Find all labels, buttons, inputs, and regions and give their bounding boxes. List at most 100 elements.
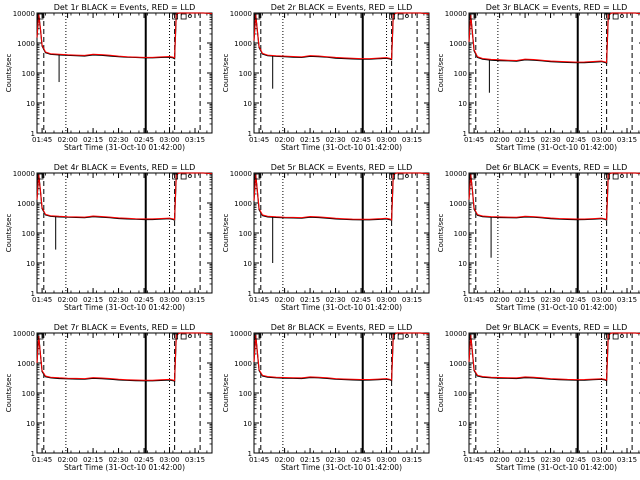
saturation-dot [405, 334, 409, 338]
x-axis-label: Start Time (31-Oct-10 01:42:00) [281, 463, 402, 472]
y-axis-label: Counts/sec [5, 374, 13, 413]
x-tick-label: 01:45 [464, 456, 484, 464]
y-tick-label: 10 [458, 100, 467, 108]
saturation-box [37, 173, 44, 180]
x-tick-label: 03:00 [376, 456, 396, 464]
lld-series-line [253, 12, 430, 60]
lld-series-line [468, 12, 640, 64]
x-tick-label: 02:30 [540, 136, 560, 144]
x-tick-label: 02:15 [83, 296, 103, 304]
x-tick-label: 03:00 [159, 296, 179, 304]
y-tick-label: 10000 [13, 10, 35, 18]
saturation-box [612, 13, 619, 20]
x-tick-label: 02:45 [134, 136, 154, 144]
saturation-box [469, 333, 476, 340]
saturation-dot [188, 14, 192, 18]
x-tick-label: 02:00 [489, 296, 509, 304]
x-tick-label: 02:30 [540, 456, 560, 464]
lld-series-line [36, 332, 213, 382]
events-series-line [253, 172, 430, 222]
y-tick-label: 1000 [234, 40, 252, 48]
y-tick-label: 1000 [17, 40, 35, 48]
y-tick-label: 1000 [449, 200, 467, 208]
x-tick-label: 03:15 [617, 456, 637, 464]
y-tick-label: 1 [31, 130, 35, 138]
x-tick-label: 03:15 [185, 136, 205, 144]
y-tick-label: 100 [239, 390, 252, 398]
x-tick-label: 01:45 [32, 296, 52, 304]
x-tick-label: 03:15 [185, 456, 205, 464]
x-tick-label: 02:45 [134, 296, 154, 304]
y-tick-label: 100 [22, 230, 35, 238]
plot-frame [468, 172, 640, 294]
y-tick-label: 100 [239, 70, 252, 78]
x-axis-label: Start Time (31-Oct-10 01:42:00) [281, 143, 402, 152]
x-tick-label: 02:00 [274, 456, 294, 464]
saturation-dot [620, 174, 624, 178]
panel-title: Det 5r BLACK = Events, RED = LLD [271, 163, 413, 172]
y-tick-label: 1 [463, 450, 467, 458]
x-tick-label: 02:45 [566, 296, 586, 304]
y-tick-label: 100 [239, 230, 252, 238]
y-tick-label: 10 [458, 420, 467, 428]
y-tick-label: 100 [22, 390, 35, 398]
panel-2: Det 2r BLACK = Events, RED = LLD 1 10 100 10… [222, 3, 430, 152]
saturation-box [389, 13, 396, 20]
x-tick-label: 01:45 [32, 456, 52, 464]
x-tick-label: 02:15 [300, 136, 320, 144]
saturation-box [604, 13, 611, 20]
y-tick-label: 10000 [445, 170, 467, 178]
y-tick-label: 10000 [445, 330, 467, 338]
x-tick-label: 02:00 [57, 456, 77, 464]
x-tick-label: 02:30 [325, 456, 345, 464]
plot-frame [253, 332, 430, 454]
saturation-box [37, 333, 44, 340]
x-tick-label: 02:00 [57, 136, 77, 144]
x-tick-label: 02:00 [274, 136, 294, 144]
lld-series-line [36, 12, 213, 59]
y-axis-label: Counts/sec [5, 54, 13, 93]
x-axis-label: Start Time (31-Oct-10 01:42:00) [281, 303, 402, 312]
saturation-box [172, 173, 179, 180]
y-tick-label: 1000 [17, 360, 35, 368]
x-tick-label: 03:00 [159, 456, 179, 464]
lld-series-line [468, 332, 640, 381]
x-axis-label: Start Time (31-Oct-10 01:42:00) [64, 143, 185, 152]
y-tick-label: 1 [31, 290, 35, 298]
y-tick-label: 10000 [230, 170, 252, 178]
y-tick-label: 100 [454, 230, 467, 238]
y-tick-label: 10000 [230, 10, 252, 18]
x-tick-label: 02:00 [274, 296, 294, 304]
events-series-line [468, 172, 640, 222]
y-axis-label: Counts/sec [5, 214, 13, 253]
y-tick-label: 1000 [17, 200, 35, 208]
saturation-box [254, 13, 261, 20]
plot-frame [468, 332, 640, 454]
y-tick-label: 1 [463, 290, 467, 298]
y-tick-label: 10000 [445, 10, 467, 18]
panel-5: Det 5r BLACK = Events, RED = LLD 1 10 100 10… [222, 163, 430, 312]
plot-frame [253, 172, 430, 294]
saturation-box [389, 173, 396, 180]
saturation-box [604, 333, 611, 340]
saturation-box [612, 333, 619, 340]
events-series-line [468, 332, 640, 382]
panel-title: Det 6r BLACK = Events, RED = LLD [486, 163, 628, 172]
plot-frame [36, 172, 213, 294]
y-axis-label: Counts/sec [437, 374, 445, 413]
y-tick-label: 1 [463, 130, 467, 138]
panel-7: Det 7r BLACK = Events, RED = LLD 1 10 100 10… [5, 323, 213, 472]
saturation-dot [188, 334, 192, 338]
events-series-line [36, 332, 213, 383]
y-tick-label: 10 [26, 420, 35, 428]
x-tick-label: 01:45 [32, 136, 52, 144]
x-tick-label: 01:45 [249, 456, 269, 464]
x-tick-label: 02:15 [300, 456, 320, 464]
saturation-box [180, 173, 187, 180]
x-tick-label: 02:45 [566, 456, 586, 464]
saturation-box [469, 13, 476, 20]
y-tick-label: 1000 [449, 40, 467, 48]
plot-frame [468, 12, 640, 134]
saturation-dot [188, 174, 192, 178]
